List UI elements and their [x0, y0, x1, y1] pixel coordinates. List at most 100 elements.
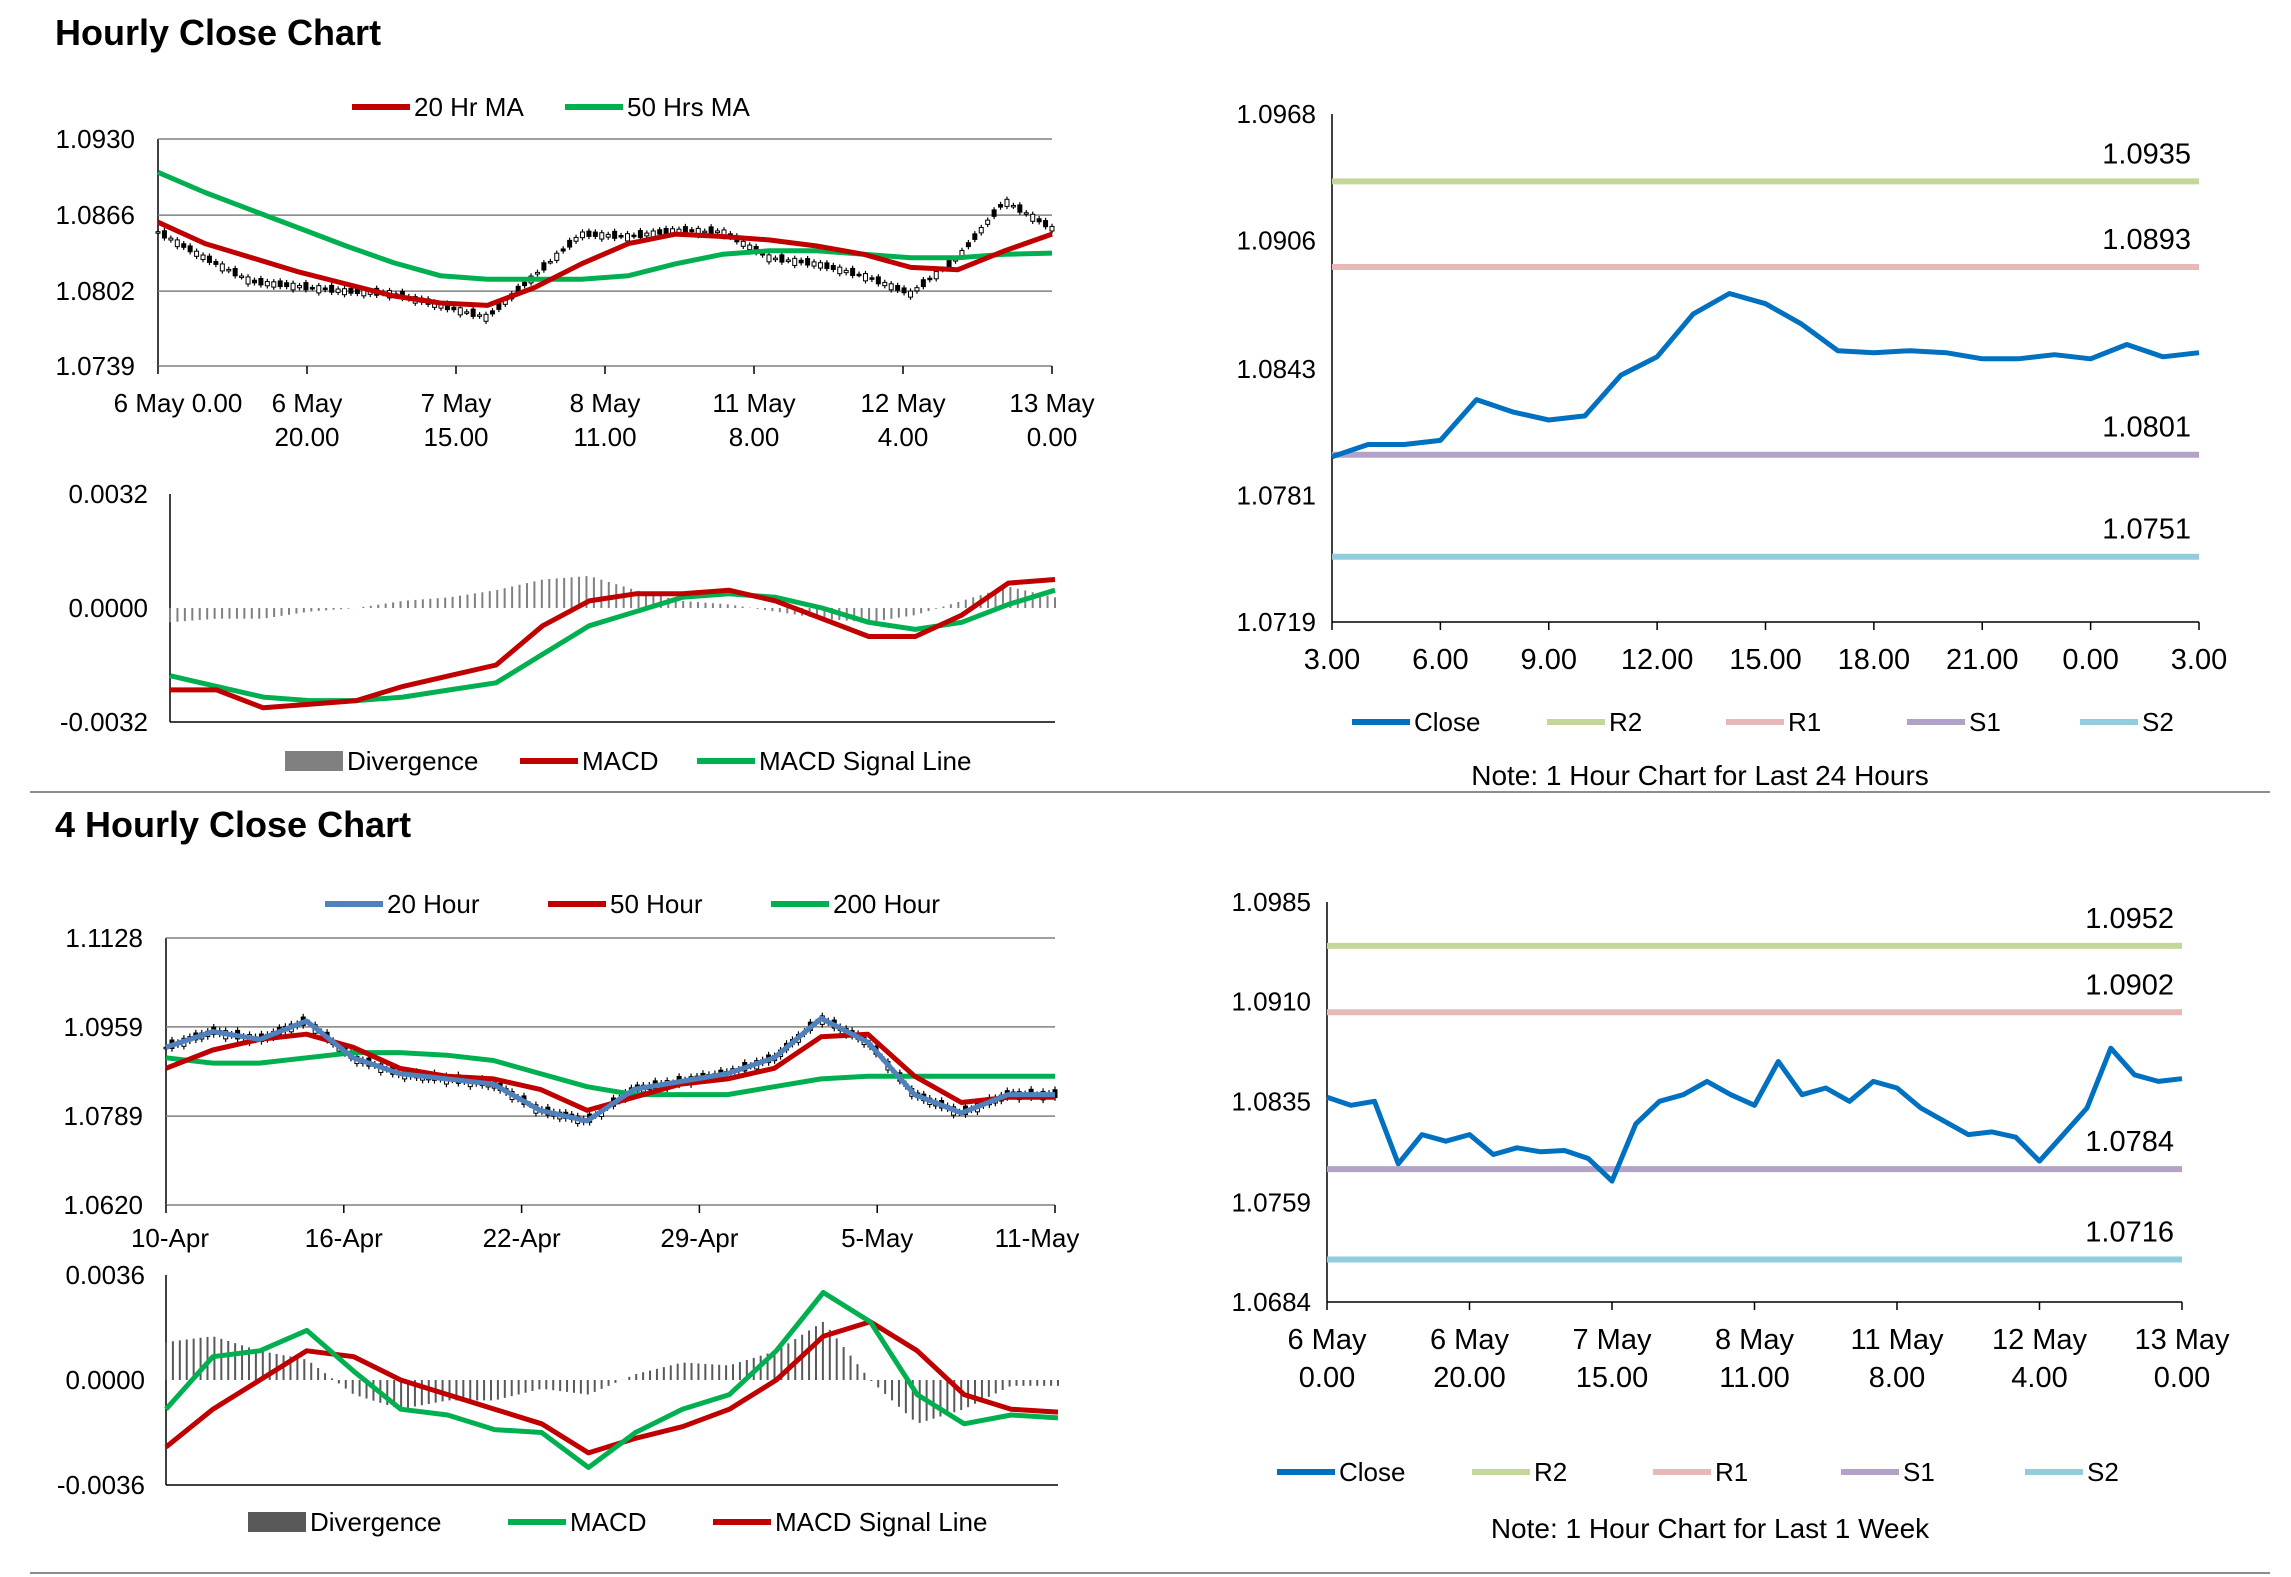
hourly-price-candle-body	[213, 261, 219, 265]
hourly-price-candle-body	[1017, 204, 1023, 213]
hourly-price-candle-body	[1043, 220, 1049, 228]
hourly-price-x-tick: 6 May 0.00	[114, 388, 243, 418]
hourly-price-candle-body	[579, 231, 585, 239]
hourly-price-candle-body	[708, 226, 714, 235]
weekly-pivot-x-tick: 6 May	[1430, 1324, 1509, 1356]
hourly-pivot-x-tick: 15.00	[1729, 644, 1802, 676]
hourly-price-candle-body	[785, 259, 791, 262]
hourly-price-candle-body	[174, 239, 180, 248]
hourly-price-candle-body	[965, 242, 971, 248]
hourly-price-candle-body	[843, 269, 849, 274]
weekly-pivot-x-tick: 13 May	[2134, 1324, 2230, 1356]
four-hour-macd-y-tick: -0.0036	[57, 1470, 145, 1500]
four-hour-macd-signal-line	[164, 1319, 1059, 1456]
hourly-price-candle-body	[322, 287, 328, 291]
hourly-price-candle-body	[612, 230, 618, 239]
hourly-pivot-legend-s1-label: S1	[1969, 707, 2001, 737]
legend-4h-divergence-swatch	[248, 1512, 306, 1532]
hourly-price-x-tick-time: 0.00	[1027, 422, 1078, 452]
section-divider	[30, 791, 2270, 793]
legend-4h-divergence-label: Divergence	[310, 1507, 442, 1537]
legend-4h-macd-signal-label: MACD Signal Line	[775, 1507, 987, 1537]
hourly-price-candle-body	[161, 230, 167, 239]
hourly-price-candle-body	[309, 287, 315, 290]
four-hour-macd-y-tick: 0.0036	[65, 1260, 145, 1290]
hourly-50hr-ma-line	[157, 170, 1053, 282]
hourly-pivot-y-tick: 1.0968	[1236, 99, 1316, 129]
hourly-price-candle-body	[625, 233, 631, 242]
weekly-pivot-x-tick: 7 May	[1573, 1324, 1652, 1356]
hourly-pivot-legend-r2-label: R2	[1609, 707, 1642, 737]
hourly-price-candle-body	[489, 310, 495, 315]
hourly-price-candle-body	[605, 233, 611, 238]
hourly-price-candle-body	[618, 235, 624, 238]
hourly-price-candle-body	[985, 219, 991, 225]
hourly-price-candle-body	[817, 262, 823, 269]
weekly-pivot-legend-r1-label: R1	[1715, 1457, 1748, 1487]
weekly-pivot-x-tick: 11 May	[1851, 1324, 1944, 1356]
hourly-price-x-tick: 6 May	[272, 388, 343, 418]
weekly-pivot-y-tick: 1.0684	[1231, 1287, 1311, 1317]
bottom-divider	[30, 1572, 2270, 1574]
four-hour-price-x-tick: 10-Apr	[131, 1223, 209, 1253]
hourly-price-candle-body	[592, 231, 598, 237]
hourly-price-candle-body	[226, 268, 232, 272]
hourly-price-candle-body	[933, 271, 939, 280]
weekly-pivot-x-tick: 6 May	[1288, 1324, 1367, 1356]
hourly-price-candle-body	[875, 276, 881, 285]
hourly-price-x-tick: 8 May	[570, 388, 641, 418]
hourly-price-candle-body	[644, 232, 650, 237]
hourly-price-candle-body	[296, 285, 302, 289]
hourly-pivot-x-tick: 21.00	[1946, 644, 2019, 676]
hourly-price-candle-body	[895, 285, 901, 291]
hourly-macd-y-tick: 0.0032	[68, 479, 148, 509]
hourly-price-candle-body	[978, 227, 984, 234]
hourly-price-candle-body	[888, 283, 894, 291]
hourly-price-candle-body	[303, 282, 309, 291]
hourly-price-candle-body	[258, 278, 264, 286]
hourly-price-candle-body	[914, 287, 920, 292]
weekly-pivot-y-tick: 1.0835	[1231, 1086, 1311, 1116]
hourly-price-candle-body	[856, 273, 862, 277]
hourly-price-x-tick-time: 8.00	[729, 422, 780, 452]
hourly-price-candle-body	[972, 233, 978, 240]
four-hour-price-x-tick: 16-Apr	[305, 1223, 383, 1253]
weekly-pivot-x-tick-time: 4.00	[2011, 1362, 2067, 1394]
hourly-price-candle-body	[264, 281, 270, 287]
hourly-price-candle-body	[1004, 198, 1010, 207]
hourly-price-candle-body	[155, 231, 161, 234]
hourly-price-candle-body	[740, 240, 746, 247]
hourly-price-candle-body	[882, 281, 888, 287]
hourly-price-candle-body	[457, 307, 463, 316]
weekly-pivot-legend-s2-label: S2	[2087, 1457, 2119, 1487]
weekly-pivot-x-tick-time: 8.00	[1869, 1362, 1925, 1394]
hourly-price-candle-body	[869, 277, 875, 280]
four-hour-price-x-tick: 22-Apr	[483, 1223, 561, 1253]
weekly-pivot-x-tick-time: 0.00	[1299, 1362, 1355, 1394]
weekly-pivot-y-tick: 1.0985	[1231, 887, 1311, 917]
hourly-price-candle-body	[792, 257, 798, 266]
hourly-price-x-tick: 7 May	[421, 388, 492, 418]
hourly-price-candle-body	[586, 230, 592, 237]
hourly-price-candle-body	[991, 209, 997, 217]
hourly-price-candle-body	[927, 277, 933, 281]
hourly-price-candle-body	[335, 288, 341, 293]
hourly-price-candle-body	[901, 287, 907, 294]
hourly-price-candle-body	[219, 263, 225, 272]
hourly-price-candle-body	[567, 239, 573, 248]
weekly-pivot-x-tick-time: 15.00	[1576, 1362, 1649, 1394]
hourly-price-candle-body	[663, 227, 669, 235]
hourly-price-candle-body	[181, 243, 187, 248]
legend-divergence-label: Divergence	[347, 746, 479, 776]
hourly-macd-line	[170, 577, 1056, 711]
hourly-price-candle-body	[772, 257, 778, 261]
hourly-price-candle-body	[747, 244, 753, 251]
legend-4h-macd-label: MACD	[570, 1507, 647, 1537]
hourly-pivot-x-tick: 6.00	[1412, 644, 1468, 676]
hourly-price-candle-body	[200, 254, 206, 261]
legend-50-hour-label: 50 Hour	[610, 889, 703, 919]
legend-20hr-ma-label: 20 Hr MA	[414, 92, 524, 122]
hourly-price-candle-body	[342, 288, 348, 296]
weekly-pivot-close-line	[1326, 1045, 2183, 1184]
